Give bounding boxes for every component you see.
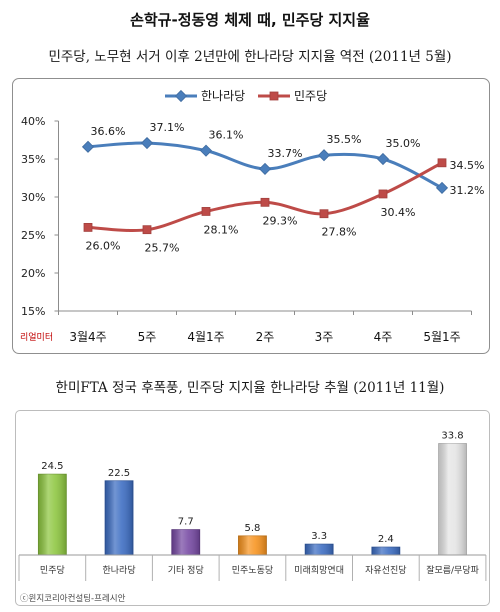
legend-label-1: 민주당	[294, 89, 327, 103]
series-0-data-label: 31.2%	[450, 184, 485, 197]
x-tick-label: 3주	[315, 330, 334, 344]
x-tick-label: 4주	[374, 330, 393, 344]
x-tick-label: 2주	[256, 330, 275, 344]
y-tick-label: 40%	[21, 115, 45, 128]
series-0-point	[376, 152, 390, 166]
series-1-point	[319, 209, 329, 219]
bar-value-label: 24.5	[41, 461, 63, 472]
bar-shading	[38, 474, 67, 555]
series-0-data-label: 36.1%	[209, 129, 244, 142]
y-tick-label: 35%	[21, 153, 45, 166]
bar-chart-panel: 24.5 민주당 22.5 한나라당 7.7 기타 정당 5.8 민주노동당 3.3 미래희망연대…	[15, 410, 490, 606]
series-1-data-label: 26.0%	[86, 239, 121, 252]
bar-chart: 24.5 민주당 22.5 한나라당 7.7 기타 정당 5.8 민주노동당 3.3 미래희망연대…	[18, 430, 487, 604]
series-1-data-label: 29.3%	[263, 214, 298, 227]
y-tick-label: 30%	[21, 191, 45, 204]
bar-category-label: 기타 정당	[168, 565, 204, 576]
series-1-point	[201, 207, 211, 216]
bar-value-label: 2.4	[378, 534, 394, 545]
series-0-data-label: 37.1%	[150, 121, 185, 134]
series-0-data-label: 36.6%	[91, 125, 126, 138]
bar-shading	[171, 529, 200, 555]
bar-plot-area: 24.5 민주당 22.5 한나라당 7.7 기타 정당 5.8 민주노동당 3.3 미래희망연대…	[18, 430, 487, 604]
bar-category-label: 민주노동당	[232, 565, 273, 576]
x-tick-label: 5월1주	[423, 330, 460, 344]
bar-category-label: 민주당	[40, 565, 65, 576]
y-tick-label: 15%	[21, 305, 45, 318]
series-0-point	[140, 136, 154, 150]
series-1-point	[437, 158, 447, 168]
bar-shading	[438, 443, 467, 555]
series-0-point	[81, 140, 95, 153]
series-1-point	[260, 197, 270, 207]
bar-value-label: 33.8	[441, 430, 463, 441]
bar-category-label: 잘모름/무당파	[426, 564, 479, 576]
line-plot-area: 40% 35% 30% 25% 20% 15% 3월4주 5주 4월1주 2주 3주 4주 5월1주 리얼…	[20, 115, 484, 344]
series-1-data-label: 28.1%	[204, 223, 239, 236]
line-chart-panel: 한나라당 민주당 40% 35% 30% 25% 20% 15% 3월4주 5주 4월1주 2주 3주…	[12, 78, 490, 354]
bar-value-label: 3.3	[311, 531, 327, 542]
series-1-data-label: 27.8%	[322, 226, 357, 239]
bar-value-label: 22.5	[108, 468, 130, 479]
series-0-point	[199, 144, 213, 157]
series-0-data-label: 33.7%	[268, 147, 303, 160]
legend-diamond-marker	[174, 89, 188, 103]
series-1-point	[142, 225, 152, 235]
line-chart-title: 민주당, 노무현 서거 이후 2년만에 한나라당 지지율 역전 (2011년 5…	[48, 49, 452, 65]
series-0-data-label: 35.5%	[327, 133, 362, 146]
bar-category-label: 자유선진당	[365, 565, 406, 576]
bar-category-label: 한나라당	[102, 565, 135, 576]
series-1-point	[378, 189, 388, 199]
series-1-data-label: 25.7%	[145, 242, 180, 255]
legend-label-0: 한나라당	[201, 89, 245, 103]
bar-value-label: 7.7	[178, 517, 194, 528]
line-chart: 한나라당 민주당 40% 35% 30% 25% 20% 15% 3월4주 5주 4월1주 2주 3주…	[20, 89, 484, 344]
bar-chart-title: 한미FTA 정국 후폭풍, 민주당 지지율 한나라당 추월 (2011년 11월…	[55, 380, 445, 396]
y-tick-label: 25%	[21, 229, 45, 242]
bar-shading	[238, 535, 267, 555]
series-1-data-label: 30.4%	[381, 206, 416, 219]
bar-category-label: 미래희망연대	[294, 564, 344, 576]
series-1-point	[83, 222, 93, 232]
series-0-data-label: 35.0%	[386, 137, 421, 150]
page-title: 손학규-정동영 체제 때, 민주당 지지율	[130, 11, 370, 29]
legend: 한나라당 민주당	[165, 89, 327, 103]
legend-square-marker	[269, 91, 279, 101]
bar-shading	[305, 544, 334, 555]
bar-shading	[371, 547, 400, 555]
series-0-point	[258, 162, 272, 175]
bar-shading	[105, 480, 134, 555]
x-tick-label: 5주	[138, 330, 157, 344]
bar-value-label: 5.8	[244, 523, 260, 534]
x-tick-label: 3월4주	[69, 330, 106, 344]
source-label: 리얼미터	[20, 332, 53, 343]
series-1-data-label: 34.5%	[450, 159, 485, 172]
source-label: ⓒ윈지코리아컨설팅-프레시안	[20, 593, 126, 604]
series-0-point	[435, 181, 449, 194]
x-tick-label: 4월1주	[187, 330, 224, 344]
y-tick-label: 20%	[21, 267, 45, 280]
series-0-point	[317, 149, 331, 162]
